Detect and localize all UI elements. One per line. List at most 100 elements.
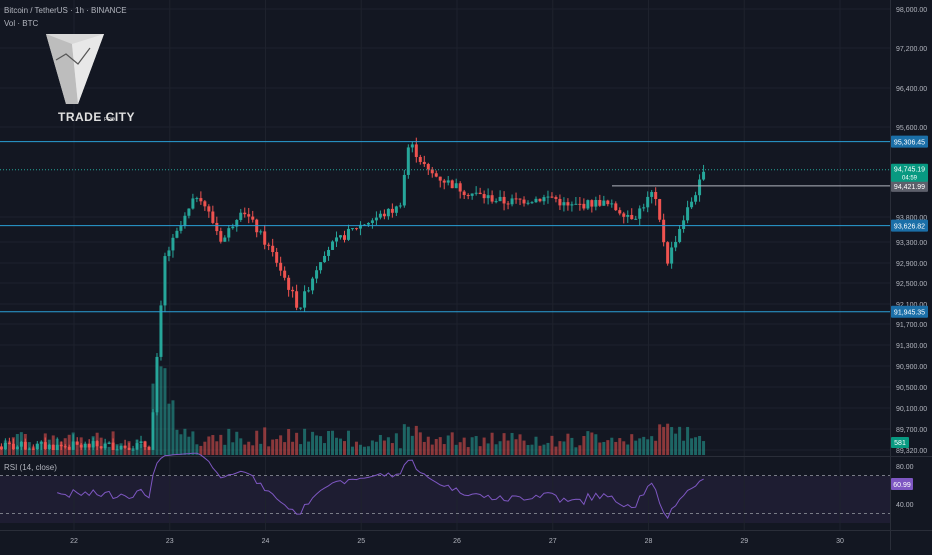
volume-bar [426,436,430,455]
volume-bar [422,441,426,455]
candle-body [159,305,163,357]
candle-body [83,443,87,448]
volume-bar [486,443,490,455]
volume-bar [243,444,247,455]
volume-bar [179,434,183,455]
volume-bar [315,435,319,455]
candle-body [394,206,398,213]
volume-legend[interactable]: Vol · BTC [4,19,39,28]
candle-body [370,220,374,223]
candle-body [263,231,267,245]
volume-bar [658,424,662,455]
level-badge: 91,945.35 [894,310,925,317]
candle-body [63,446,67,448]
candle-body [243,212,247,215]
time-tick-label: 29 [740,538,748,545]
rsi-badge: 60.99 [893,482,911,489]
time-tick-label: 26 [453,538,461,545]
candle-body [91,441,95,448]
candle-body [698,179,702,196]
volume-bar [558,441,562,455]
candle-body [654,191,658,200]
candle-body [95,441,99,447]
volume-bar [378,434,382,455]
candle-body [327,249,331,256]
candle-body [574,203,578,205]
candle-body [470,193,474,196]
candle-body [450,180,454,189]
candle-body [674,241,678,248]
volume-bar [259,443,263,455]
candle-body [99,446,103,449]
volume-bar [522,440,526,455]
candle-body [103,443,107,449]
volume-bar [450,432,454,455]
candle-body [171,237,175,251]
candle-body [119,445,123,450]
volume-bar [398,448,402,455]
candle-body [606,200,610,205]
price-tick-label: 89,700.00 [896,427,927,434]
volume-bar [31,446,35,455]
candle-body [402,174,406,206]
volume-bar [291,441,295,455]
volume-bar [350,446,354,455]
candle-body [87,443,91,448]
candle-body [550,196,554,198]
candle-body [546,196,550,198]
logo-text: TRADE CITY [58,110,135,124]
volume-bar [255,430,259,455]
candle-body [19,441,23,447]
volume-bar [195,444,199,455]
price-axis-labels: 98,000.00 97,200.00 96,400.00 95,600.00 93,8… [896,7,927,509]
volume-bar [295,432,299,455]
candle-body [430,169,434,174]
volume-bar [494,444,498,455]
candle-body [410,144,414,148]
volume-bar [362,446,366,455]
candle-body [362,224,366,226]
volume-bar [406,426,410,455]
candle-body [566,202,570,206]
volume-bar [263,427,267,455]
candle-body [506,203,510,205]
symbol-title[interactable]: Bitcoin / TetherUS · 1h · BINANCE [4,6,127,15]
candle-body [690,201,694,208]
candle-body [231,226,235,229]
rsi-legend[interactable]: RSI (14, close) [4,463,57,472]
candle-body [143,441,147,448]
countdown-badge: 04:59 [902,176,918,182]
volume-bar [598,442,602,455]
level-badge: 95,306.45 [894,140,925,147]
candle-body [414,144,418,157]
level-badge-bg [891,219,928,232]
volume-bar [331,430,335,455]
support-badge-bg [891,179,928,192]
volume-bar [311,431,315,455]
price-tick-label: 90,100.00 [896,406,927,413]
volume-bar [518,434,522,455]
candle-body [342,235,346,240]
candle-body [287,277,291,290]
candle-body [135,443,139,450]
volume-bar [574,447,578,455]
candle-body [199,198,203,202]
tradecity-logo: TRADE CITY PRO [46,34,135,124]
rsi-badge-bg [891,478,913,491]
candle-body [259,231,263,233]
candle-body [331,241,335,250]
volume-bar [634,440,638,455]
candle-body [658,199,662,220]
candle-body [179,225,183,231]
time-tick-label: 24 [262,538,270,545]
candle-body [235,219,239,227]
candle-body [35,443,39,450]
candle-body [307,290,311,292]
candle-body [634,218,638,220]
candle-body [275,252,279,263]
candle-body [686,207,690,221]
candle-body [622,213,626,217]
candle-body [630,215,634,220]
